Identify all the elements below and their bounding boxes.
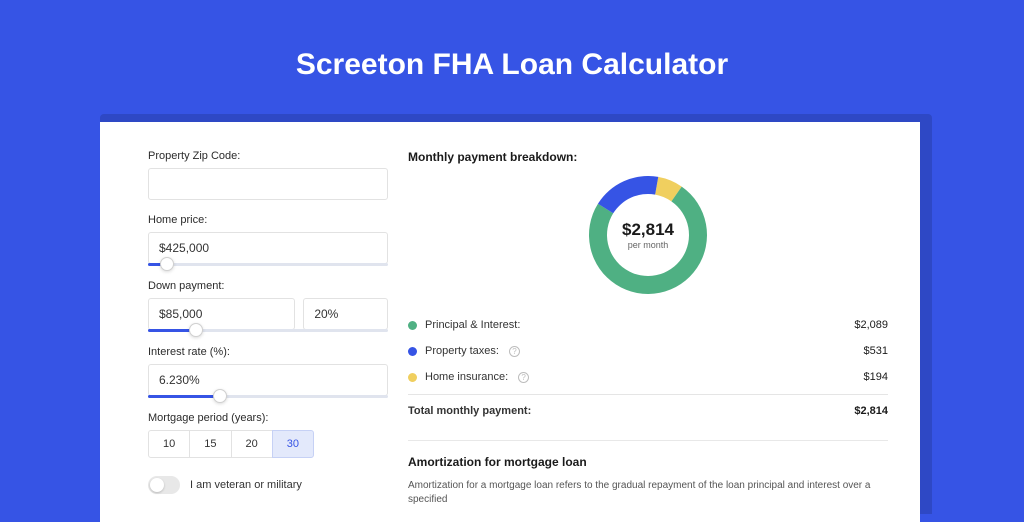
interest-slider-thumb[interactable]	[213, 389, 227, 403]
legend-dot-yellow	[408, 373, 417, 382]
legend-label-total: Total monthly payment:	[408, 405, 531, 417]
legend-label-taxes: Property taxes:	[425, 345, 499, 357]
amortization-section: Amortization for mortgage loan Amortizat…	[408, 440, 888, 507]
legend-dot-green	[408, 321, 417, 330]
breakdown-title: Monthly payment breakdown:	[408, 150, 888, 164]
calculator-card: Property Zip Code: Home price: Down paym…	[100, 122, 920, 522]
veteran-toggle-thumb	[150, 478, 164, 492]
legend-row-taxes: Property taxes: ? $531	[408, 338, 888, 364]
page-title: Screeton FHA Loan Calculator	[0, 0, 1024, 114]
donut-value: $2,814	[622, 220, 674, 240]
info-icon[interactable]: ?	[518, 372, 529, 383]
zip-group: Property Zip Code:	[148, 150, 388, 200]
legend-row-total: Total monthly payment: $2,814	[408, 394, 888, 424]
home-price-slider-thumb[interactable]	[160, 257, 174, 271]
home-price-group: Home price:	[148, 214, 388, 266]
amortization-title: Amortization for mortgage loan	[408, 455, 888, 469]
period-label: Mortgage period (years):	[148, 412, 388, 424]
home-price-label: Home price:	[148, 214, 388, 226]
legend-val-taxes: $531	[864, 345, 888, 357]
zip-label: Property Zip Code:	[148, 150, 388, 162]
interest-slider[interactable]	[148, 395, 388, 398]
down-payment-percent-input[interactable]	[303, 298, 388, 330]
legend-row-principal: Principal & Interest: $2,089	[408, 312, 888, 338]
legend-val-total: $2,814	[854, 405, 888, 417]
period-btn-10[interactable]: 10	[148, 430, 190, 458]
veteran-toggle[interactable]	[148, 476, 180, 494]
interest-label: Interest rate (%):	[148, 346, 388, 358]
down-payment-label: Down payment:	[148, 280, 388, 292]
donut-chart: $2,814 per month	[589, 176, 707, 294]
legend-row-insurance: Home insurance: ? $194	[408, 364, 888, 390]
legend-label-insurance: Home insurance:	[425, 371, 508, 383]
down-payment-slider[interactable]	[148, 329, 388, 332]
home-price-input[interactable]	[148, 232, 388, 264]
period-btn-20[interactable]: 20	[231, 430, 273, 458]
interest-input[interactable]	[148, 364, 388, 396]
donut-center: $2,814 per month	[622, 220, 674, 250]
period-btn-15[interactable]: 15	[189, 430, 231, 458]
home-price-slider[interactable]	[148, 263, 388, 266]
period-btn-30[interactable]: 30	[272, 430, 314, 458]
legend-val-principal: $2,089	[854, 319, 888, 331]
veteran-label: I am veteran or military	[190, 479, 302, 491]
down-payment-group: Down payment:	[148, 280, 388, 332]
interest-group: Interest rate (%):	[148, 346, 388, 398]
breakdown-column: Monthly payment breakdown: $2,814 per mo…	[408, 150, 888, 522]
legend-dot-blue	[408, 347, 417, 356]
period-group: Mortgage period (years): 10 15 20 30	[148, 412, 388, 458]
legend-label-principal: Principal & Interest:	[425, 319, 520, 331]
veteran-row: I am veteran or military	[148, 476, 388, 494]
down-payment-amount-input[interactable]	[148, 298, 295, 330]
card-backdrop: Property Zip Code: Home price: Down paym…	[100, 114, 932, 514]
donut-sub: per month	[622, 240, 674, 250]
amortization-text: Amortization for a mortgage loan refers …	[408, 479, 888, 507]
period-buttons: 10 15 20 30	[148, 430, 388, 458]
down-payment-slider-thumb[interactable]	[189, 323, 203, 337]
zip-input[interactable]	[148, 168, 388, 200]
legend-val-insurance: $194	[864, 371, 888, 383]
inputs-column: Property Zip Code: Home price: Down paym…	[148, 150, 388, 522]
legend: Principal & Interest: $2,089 Property ta…	[408, 312, 888, 424]
donut-chart-wrap: $2,814 per month	[408, 176, 888, 294]
info-icon[interactable]: ?	[509, 346, 520, 357]
